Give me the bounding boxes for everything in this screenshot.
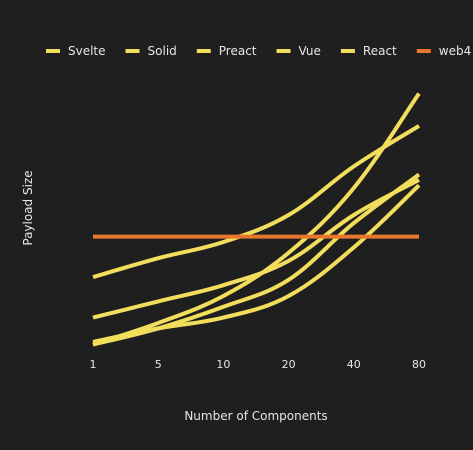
x-tick-label: 5 bbox=[155, 358, 162, 371]
legend-item-react: React bbox=[340, 44, 397, 58]
x-tick-label: 10 bbox=[216, 358, 230, 371]
legend-label: Svelte bbox=[68, 44, 106, 58]
legend-label: web4 bbox=[439, 44, 471, 58]
legend-label: Solid bbox=[148, 44, 177, 58]
x-tick-label: 40 bbox=[347, 358, 361, 371]
x-axis-title: Number of Components bbox=[184, 409, 327, 423]
y-axis-title: Payload Size bbox=[21, 170, 35, 245]
legend-label: React bbox=[363, 44, 397, 58]
series-line-solid bbox=[92, 178, 420, 320]
x-tick-label: 20 bbox=[282, 358, 296, 371]
legend-item-preact: Preact bbox=[196, 44, 257, 58]
series-line-vue bbox=[92, 124, 421, 280]
plot-area bbox=[92, 92, 421, 347]
legend-label: Preact bbox=[219, 44, 257, 58]
legend-item-solid: Solid bbox=[125, 44, 177, 58]
x-tick-label: 1 bbox=[90, 358, 97, 371]
x-axis-ticks: 1 5 10 20 40 80 bbox=[90, 358, 427, 371]
legend-item-web4: web4 bbox=[416, 44, 471, 58]
legend-label: Vue bbox=[299, 44, 321, 58]
legend-item-svelte: Svelte bbox=[46, 44, 106, 58]
legend: Svelte Solid Preact Vue React web4 bbox=[46, 44, 471, 58]
legend-item-vue: Vue bbox=[276, 44, 321, 58]
x-tick-label: 80 bbox=[412, 358, 426, 371]
